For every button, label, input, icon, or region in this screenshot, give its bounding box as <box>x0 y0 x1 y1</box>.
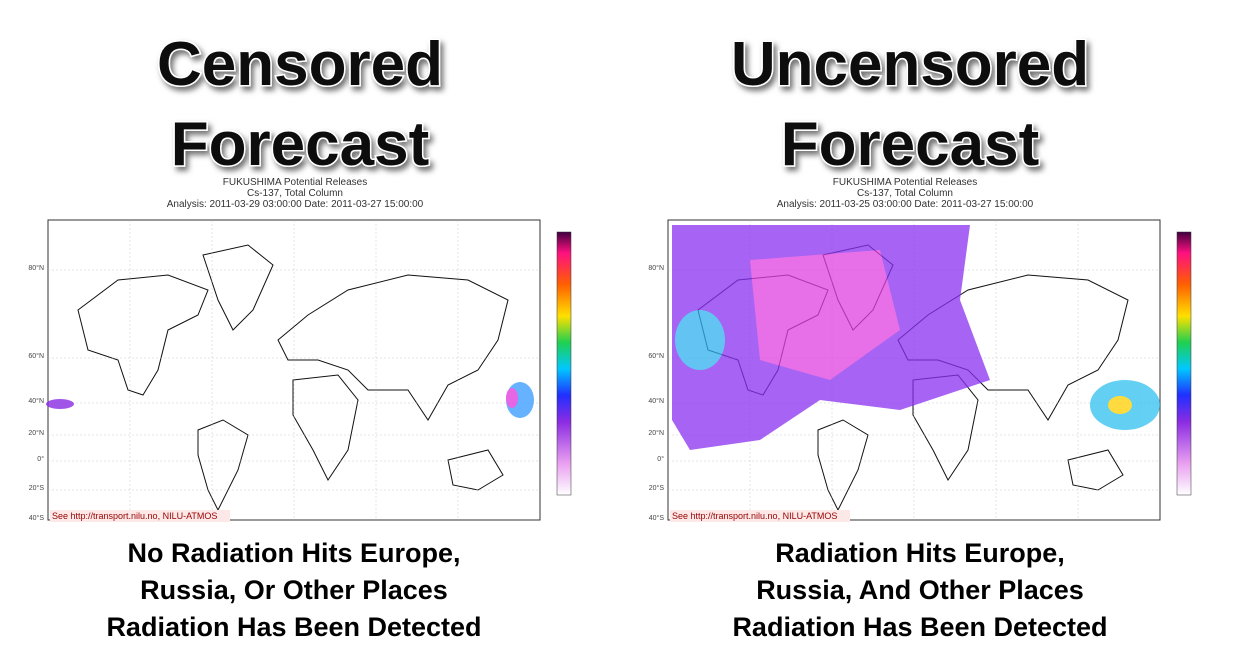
lat-label: 0° <box>37 455 44 463</box>
lat-label: 40°S <box>29 514 45 522</box>
plot-title: Cs-137, Total Column <box>857 188 953 199</box>
plot-title: Analysis: 2011-03-29 03:00:00 Date: 2011… <box>167 199 424 210</box>
plume-left <box>46 382 534 418</box>
plot-title: Analysis: 2011-03-25 03:00:00 Date: 2011… <box>777 199 1034 210</box>
lat-label: 80°N <box>28 264 44 272</box>
plot-title: FUKUSHIMA Potential Releases <box>833 177 978 188</box>
caption: Radiation Has Been Detected <box>106 612 481 642</box>
colorbar <box>556 231 572 496</box>
caption: Russia, Or Other Places <box>140 575 448 605</box>
lat-label: 40°N <box>648 397 664 405</box>
lat-label: 0° <box>657 455 664 463</box>
credit-bg <box>50 510 230 522</box>
plot-title: FUKUSHIMA Potential Releases <box>223 177 368 188</box>
lat-label: 40°N <box>28 397 44 405</box>
headline: Forecast <box>171 110 429 179</box>
headline: Uncensored <box>731 30 1089 99</box>
headline: Censored <box>157 30 443 99</box>
credit: See http://transport.nilu.no, NILU-ATMOS <box>672 511 837 521</box>
lat-label: 20°N <box>648 429 664 437</box>
plume-right <box>672 225 1160 450</box>
lat-label: 20°S <box>29 484 45 492</box>
lat-label: 80°N <box>648 264 664 272</box>
lat-label: 20°N <box>28 429 44 437</box>
credit-bg <box>670 510 850 522</box>
headline: Forecast <box>781 110 1039 179</box>
colorbar <box>1176 231 1192 496</box>
lat-label: 20°S <box>649 484 665 492</box>
credit: See http://transport.nilu.no, NILU-ATMOS <box>52 511 217 521</box>
lat-label: 60°N <box>648 352 664 360</box>
caption: Radiation Hits Europe, <box>775 538 1065 568</box>
lat-label: 40°S <box>649 514 665 522</box>
caption: Radiation Has Been Detected <box>732 612 1107 642</box>
caption: Russia, And Other Places <box>756 575 1084 605</box>
caption: No Radiation Hits Europe, <box>127 538 460 568</box>
plot-title: Cs-137, Total Column <box>247 188 343 199</box>
lat-label: 60°N <box>28 352 44 360</box>
